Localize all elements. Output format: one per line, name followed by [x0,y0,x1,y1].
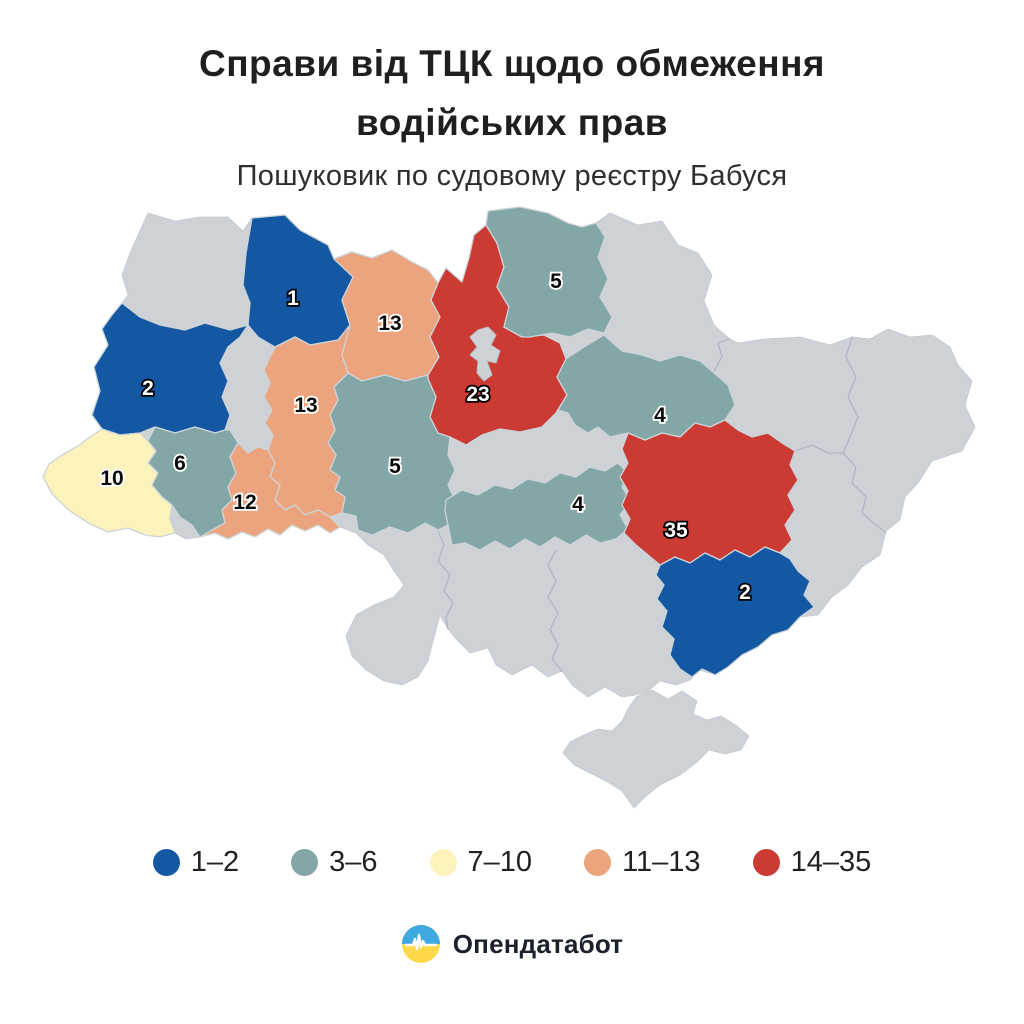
map-svg: 1 2 13 13 23 5 4 6 10 12 5 4 35 2 [42,206,976,809]
region-rivne [242,214,354,349]
region-label-kyiv-oblast: 23 [466,383,489,406]
region-label-chernivtsi: 12 [233,491,256,514]
legend-item-7-10: 7–10 [429,845,533,879]
region-label-dnipropetrovsk: 35 [664,519,688,542]
border-mykolaiv-kherson [547,549,563,672]
region-dnipropetrovsk [619,419,799,567]
brand-name: Опендатабот [452,928,624,959]
page-title: Справи від ТЦК щодо обмеження водійських… [198,43,826,144]
region-zakarpattia [42,428,176,539]
legend-item-1-2: 1–2 [152,845,240,879]
legend-dot-yellow [429,848,457,876]
region-label-zhytomyr: 13 [378,312,401,335]
legend-item-14-35: 14–35 [752,845,872,879]
region-label-zakarpattia: 10 [100,467,123,490]
legend-dot-red [752,848,780,876]
region-vinnytsia [327,372,456,537]
region-zaporizhzhia [655,546,815,679]
region-crimea [562,689,750,809]
region-label-ivano-frankivsk: 6 [174,452,186,475]
legend-label: 7–10 [467,845,533,878]
region-label-kirovohrad: 4 [572,493,584,516]
region-label-khmelnytskyi: 13 [294,394,317,417]
ukraine-choropleth-map: 1 2 13 13 23 5 4 6 10 12 5 4 35 2 [0,195,1024,820]
border-odesa-mykolaiv [437,530,454,630]
legend-label: 3–6 [329,845,378,878]
legend-dot-salmon [584,848,612,876]
legend-item-3-6: 3–6 [291,845,378,879]
region-label-lviv: 2 [142,377,154,400]
legend-item-11-13: 11–13 [584,846,701,879]
region-label-zaporizhzhia: 2 [739,581,751,604]
legend: 1–2 3–6 7–10 11–13 14–35 [0,842,1024,882]
border-donetsk-luhansk [842,452,887,534]
legend-label: 11–13 [622,845,701,878]
legend-dot-teal [291,848,319,876]
region-khmelnytskyi [263,324,351,519]
opendatabot-logo-icon [401,925,440,964]
region-kyiv-city [469,326,501,382]
border-sumy-kharkiv [713,338,731,372]
region-chernihiv [485,206,613,339]
region-chernivtsi [199,442,341,541]
legend-dot-blue [152,848,180,876]
region-label-poltava: 4 [654,404,666,427]
region-label-vinnytsia: 5 [389,455,401,478]
border-kharkiv-donetsk [794,444,844,454]
header: Справи від ТЦК щодо обмеження водійських… [0,0,1024,193]
region-label-rivne: 1 [287,287,299,310]
border-kharkiv-luhansk [842,336,859,454]
page-subtitle: Пошуковик по судовому реєстру Бабуся [236,160,788,193]
legend-label: 14–35 [790,845,872,878]
legend-label: 1–2 [190,845,240,878]
footer-brand: Опендатабот [0,924,1024,964]
region-label-chernihiv: 5 [550,270,562,293]
